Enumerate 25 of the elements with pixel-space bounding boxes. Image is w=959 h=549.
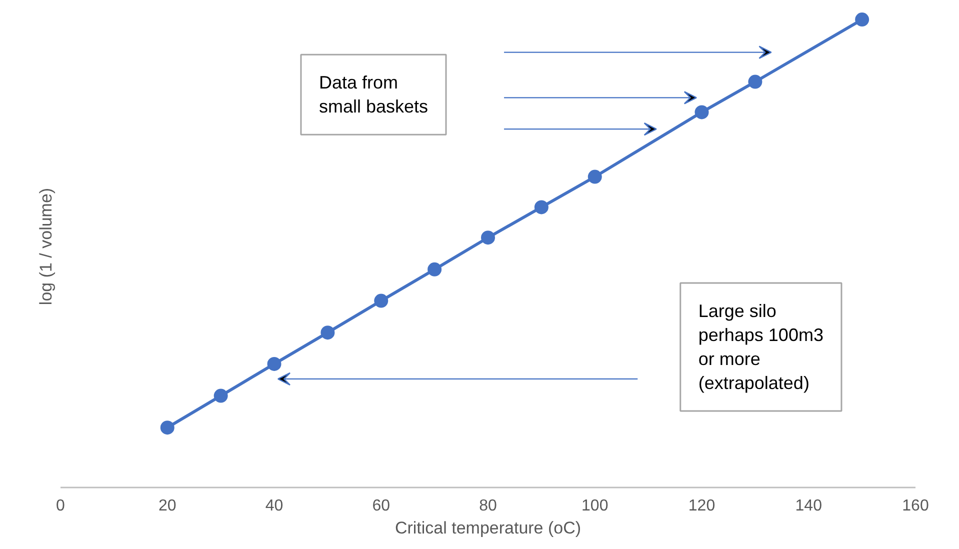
point [320, 326, 335, 340]
point [267, 356, 282, 371]
x-tick-label: 40 [265, 498, 284, 514]
x-tick-label: 140 [795, 498, 822, 514]
x-tick-label: 0 [56, 498, 66, 514]
point [374, 294, 388, 308]
x-tick-label: 160 [902, 498, 929, 514]
point [748, 74, 762, 89]
x-tick-label: 80 [479, 498, 497, 514]
x-axis-title: Critical temperature (oC) [394, 518, 582, 538]
annotation: Large silo perhaps 100m3 or more (extrapolated) [698, 301, 824, 393]
point [534, 200, 548, 214]
x-tick-label: 60 [372, 498, 390, 514]
point [481, 230, 495, 245]
point [855, 12, 870, 27]
point [588, 170, 602, 184]
annotation: Data from small baskets [318, 72, 428, 117]
point [428, 262, 442, 276]
x-tick-label: 20 [158, 498, 176, 514]
point [160, 420, 174, 435]
x-tick-label: 100 [582, 498, 608, 514]
point [214, 388, 228, 403]
y-axis-title: log (1 / volume) [36, 188, 56, 306]
x-tick-label: 120 [688, 498, 716, 514]
point [694, 105, 709, 120]
